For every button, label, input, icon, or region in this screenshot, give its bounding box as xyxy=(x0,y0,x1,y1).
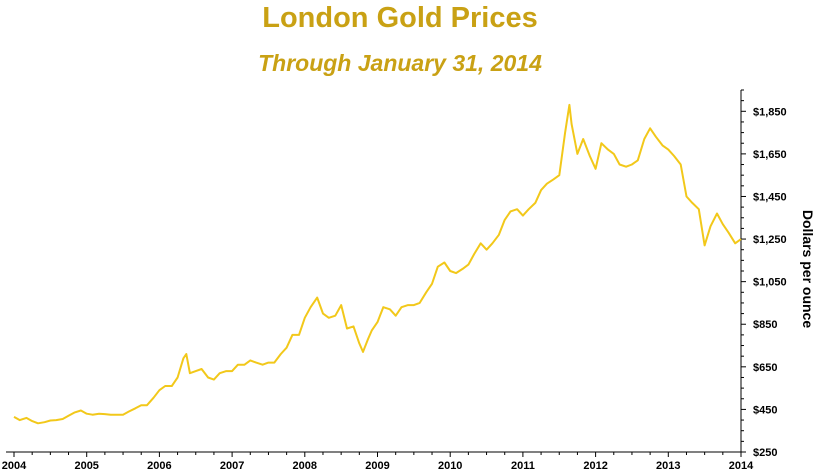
x-tick-label: 2005 xyxy=(74,460,98,472)
y-tick-label: $250 xyxy=(753,447,777,459)
y-axis-label: Dollars per ounce xyxy=(800,210,816,328)
x-tick-label: 2008 xyxy=(293,460,317,472)
y-tick-label: $450 xyxy=(753,404,777,416)
x-tick-label: 2009 xyxy=(365,460,389,472)
chart-subtitle: Through January 31, 2014 xyxy=(258,50,542,76)
axes xyxy=(6,90,742,453)
x-tick-label: 2010 xyxy=(438,460,462,472)
y-tick-label: $850 xyxy=(753,319,777,331)
x-tick-label: 2007 xyxy=(220,460,244,472)
x-tick-label: 2011 xyxy=(511,460,535,472)
y-tick-label: $650 xyxy=(753,362,777,374)
x-tick-label: 2006 xyxy=(147,460,171,472)
y-tick-label: $1,250 xyxy=(753,234,787,246)
y-tick-label: $1,050 xyxy=(753,277,787,289)
y-tick-label: $1,650 xyxy=(753,149,787,161)
series-group xyxy=(13,103,742,425)
series-line-gold-price xyxy=(13,103,742,425)
ticks: 2004 2005 2006 2007 2008 2009 2010 2011 2012 2013… xyxy=(2,89,787,472)
x-tick-label: 2013 xyxy=(656,460,680,472)
x-tick-label: 2012 xyxy=(583,460,607,472)
x-tick-label: 2014 xyxy=(729,460,754,472)
y-tick-label: $1,850 xyxy=(753,106,787,118)
y-tick-label: $1,450 xyxy=(753,191,787,203)
chart-title: London Gold Prices xyxy=(262,2,538,34)
x-tick-label: 2004 xyxy=(2,460,27,472)
